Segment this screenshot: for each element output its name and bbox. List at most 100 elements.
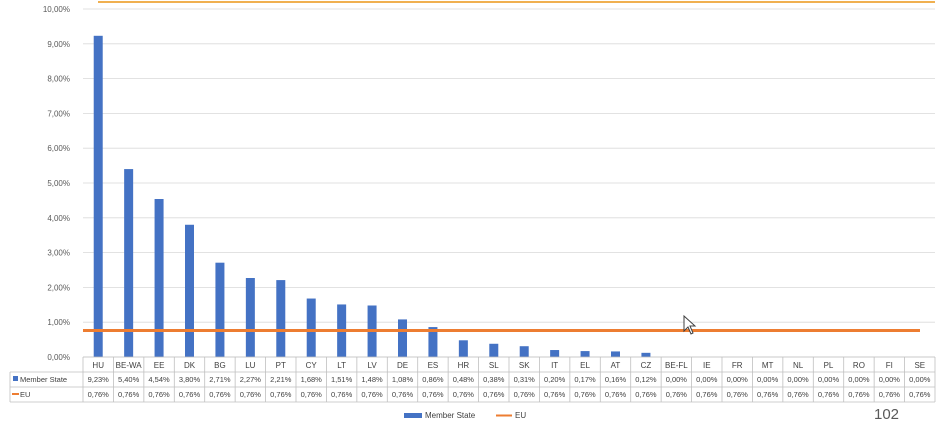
legend-member-state-swatch bbox=[404, 413, 422, 418]
bar-be-wa bbox=[124, 169, 134, 357]
data-table: Member State EU HU 9,23% 0,76% BE-WA 5,40% 0,76… bbox=[9, 356, 936, 403]
member-state-value: 2,71% bbox=[209, 375, 231, 384]
eu-value: 0,76% bbox=[179, 390, 201, 399]
eu-value: 0,76% bbox=[209, 390, 231, 399]
gridlines bbox=[83, 8, 935, 358]
category-label: DE bbox=[397, 361, 408, 370]
category-label: EE bbox=[154, 361, 165, 370]
category-label: CY bbox=[306, 361, 318, 370]
member-state-value: 0,00% bbox=[879, 375, 901, 384]
member-state-value: 0,00% bbox=[696, 375, 718, 384]
bar-hr bbox=[458, 340, 468, 357]
bar-cz bbox=[641, 352, 651, 357]
eu-value: 0,76% bbox=[909, 390, 931, 399]
category-label: HU bbox=[92, 361, 104, 370]
member-state-value: 1,08% bbox=[392, 375, 414, 384]
member-state-value: 2,21% bbox=[270, 375, 292, 384]
member-state-value: 0,00% bbox=[666, 375, 688, 384]
member-state-value: 0,00% bbox=[727, 375, 749, 384]
bar-it bbox=[550, 350, 560, 357]
category-label: MT bbox=[762, 361, 774, 370]
eu-value: 0,76% bbox=[757, 390, 779, 399]
member-state-value: 0,17% bbox=[574, 375, 596, 384]
eu-value: 0,76% bbox=[879, 390, 901, 399]
category-label: BG bbox=[214, 361, 226, 370]
category-label: IE bbox=[703, 361, 711, 370]
category-label: RO bbox=[853, 361, 865, 370]
row-label-eu: EU bbox=[20, 390, 30, 399]
eu-value: 0,76% bbox=[605, 390, 627, 399]
y-tick-label: 4,00% bbox=[47, 214, 70, 223]
category-label: SL bbox=[489, 361, 499, 370]
bar-at bbox=[611, 351, 620, 357]
category-label: BE-WA bbox=[116, 361, 143, 370]
y-tick-label: 10,00% bbox=[43, 5, 70, 14]
category-label: HR bbox=[458, 361, 470, 370]
member-state-value: 3,80% bbox=[179, 375, 201, 384]
category-label: AT bbox=[611, 361, 621, 370]
category-label: LT bbox=[337, 361, 346, 370]
eu-value: 0,76% bbox=[544, 390, 566, 399]
category-label: FI bbox=[886, 361, 893, 370]
y-tick-label: 5,00% bbox=[47, 179, 70, 188]
eu-value: 0,76% bbox=[361, 390, 383, 399]
bar-pt bbox=[276, 280, 286, 357]
member-state-value: 4,54% bbox=[148, 375, 170, 384]
y-tick-label: 8,00% bbox=[47, 75, 70, 84]
legend-member-state-label: Member State bbox=[425, 411, 476, 420]
bar-el bbox=[580, 351, 590, 357]
member-state-value: 1,48% bbox=[361, 375, 383, 384]
bar-lu bbox=[245, 278, 255, 357]
eu-value: 0,76% bbox=[240, 390, 262, 399]
category-label: DK bbox=[184, 361, 196, 370]
eu-value: 0,76% bbox=[787, 390, 809, 399]
eu-value: 0,76% bbox=[848, 390, 870, 399]
member-state-value: 0,31% bbox=[514, 375, 536, 384]
member-state-value: 0,20% bbox=[544, 375, 566, 384]
category-label: EL bbox=[580, 361, 590, 370]
eu-value: 0,76% bbox=[483, 390, 505, 399]
y-tick-label: 2,00% bbox=[47, 283, 70, 292]
category-label: FR bbox=[732, 361, 743, 370]
y-tick-label: 6,00% bbox=[47, 144, 70, 153]
legend-eu-label: EU bbox=[515, 411, 526, 420]
category-label: CZ bbox=[641, 361, 652, 370]
member-state-value: 2,27% bbox=[240, 375, 262, 384]
bar-bg bbox=[215, 262, 225, 357]
member-state-value: 0,38% bbox=[483, 375, 505, 384]
member-state-value: 0,00% bbox=[787, 375, 809, 384]
category-label: PT bbox=[276, 361, 286, 370]
legend: Member State EU bbox=[404, 411, 526, 420]
category-label: SE bbox=[914, 361, 925, 370]
eu-value: 0,76% bbox=[514, 390, 536, 399]
bar-es bbox=[428, 327, 438, 357]
y-tick-label: 9,00% bbox=[47, 40, 70, 49]
category-label: SK bbox=[519, 361, 530, 370]
eu-value: 0,76% bbox=[270, 390, 292, 399]
category-label: LV bbox=[367, 361, 377, 370]
eu-value: 0,76% bbox=[148, 390, 170, 399]
eu-value: 0,76% bbox=[727, 390, 749, 399]
member-state-value: 0,16% bbox=[605, 375, 627, 384]
bar-dk bbox=[185, 224, 194, 357]
eu-value: 0,76% bbox=[392, 390, 414, 399]
eu-value: 0,76% bbox=[331, 390, 353, 399]
y-tick-label: 1,00% bbox=[47, 318, 70, 327]
member-state-value: 9,23% bbox=[88, 375, 110, 384]
eu-value: 0,76% bbox=[635, 390, 657, 399]
eu-value: 0,76% bbox=[818, 390, 840, 399]
member-state-value: 0,00% bbox=[757, 375, 779, 384]
eu-value: 0,76% bbox=[574, 390, 596, 399]
bar-cy bbox=[306, 298, 316, 357]
member-state-value: 0,12% bbox=[635, 375, 657, 384]
member-state-key bbox=[13, 376, 18, 381]
category-label: NL bbox=[793, 361, 804, 370]
bar-de bbox=[398, 319, 407, 357]
member-state-value: 1,51% bbox=[331, 375, 353, 384]
member-state-value: 0,00% bbox=[848, 375, 870, 384]
member-state-value: 0,86% bbox=[422, 375, 444, 384]
member-state-value: 1,68% bbox=[301, 375, 323, 384]
bar-hu bbox=[93, 35, 103, 358]
category-label: LU bbox=[245, 361, 255, 370]
member-state-bars bbox=[93, 35, 651, 358]
